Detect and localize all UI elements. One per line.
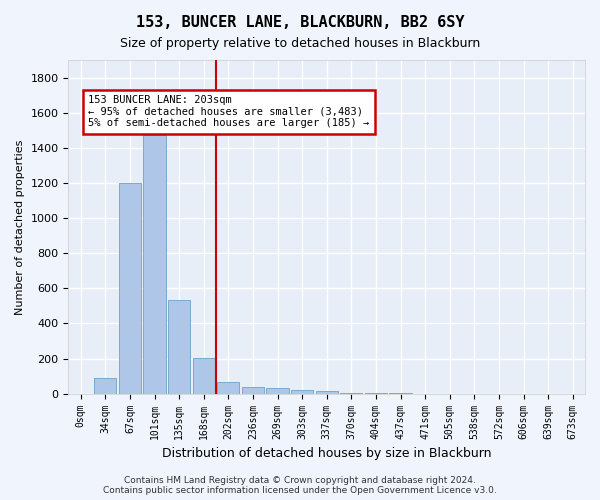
Bar	[143, 134, 166, 394]
Bar	[94, 378, 116, 394]
Bar	[365, 393, 387, 394]
Text: 153, BUNCER LANE, BLACKBURN, BB2 6SY: 153, BUNCER LANE, BLACKBURN, BB2 6SY	[136, 15, 464, 30]
Text: Contains HM Land Registry data © Crown copyright and database right 2024.
Contai: Contains HM Land Registry data © Crown c…	[103, 476, 497, 495]
Bar	[266, 388, 289, 394]
Bar	[193, 358, 215, 394]
Bar	[242, 386, 264, 394]
Text: Size of property relative to detached houses in Blackburn: Size of property relative to detached ho…	[120, 38, 480, 51]
Bar	[291, 390, 313, 394]
Bar	[217, 382, 239, 394]
Y-axis label: Number of detached properties: Number of detached properties	[15, 139, 25, 314]
Bar	[340, 393, 362, 394]
Bar	[119, 183, 141, 394]
Bar	[168, 300, 190, 394]
Bar	[316, 391, 338, 394]
Text: 153 BUNCER LANE: 203sqm
← 95% of detached houses are smaller (3,483)
5% of semi-: 153 BUNCER LANE: 203sqm ← 95% of detache…	[88, 95, 370, 128]
X-axis label: Distribution of detached houses by size in Blackburn: Distribution of detached houses by size …	[162, 447, 491, 460]
